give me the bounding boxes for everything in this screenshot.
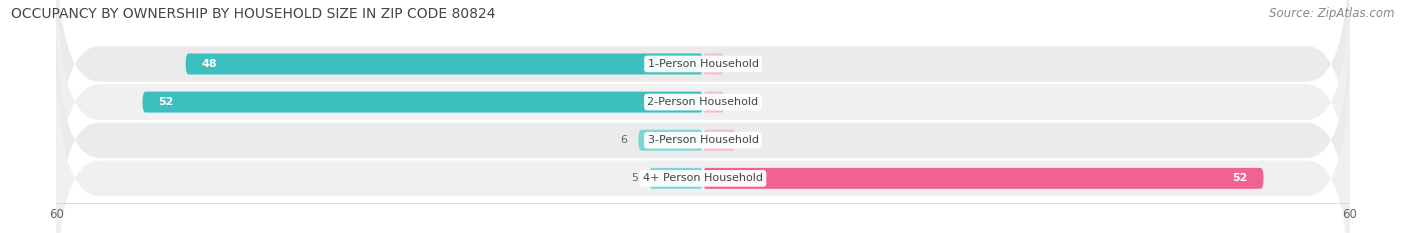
- Text: 52: 52: [159, 97, 174, 107]
- FancyBboxPatch shape: [186, 54, 703, 75]
- Text: 4+ Person Household: 4+ Person Household: [643, 173, 763, 183]
- Text: 5: 5: [631, 173, 638, 183]
- FancyBboxPatch shape: [650, 168, 703, 189]
- Text: 1-Person Household: 1-Person Household: [648, 59, 758, 69]
- FancyBboxPatch shape: [56, 44, 1350, 233]
- FancyBboxPatch shape: [56, 0, 1350, 233]
- FancyBboxPatch shape: [703, 92, 724, 113]
- Text: 2-Person Household: 2-Person Household: [647, 97, 759, 107]
- Text: OCCUPANCY BY OWNERSHIP BY HOUSEHOLD SIZE IN ZIP CODE 80824: OCCUPANCY BY OWNERSHIP BY HOUSEHOLD SIZE…: [11, 7, 496, 21]
- Text: 2: 2: [735, 59, 742, 69]
- Text: 52: 52: [1232, 173, 1247, 183]
- FancyBboxPatch shape: [638, 130, 703, 151]
- Text: Source: ZipAtlas.com: Source: ZipAtlas.com: [1270, 7, 1395, 20]
- Text: 6: 6: [620, 135, 627, 145]
- Text: 3-Person Household: 3-Person Household: [648, 135, 758, 145]
- Text: 3: 3: [747, 135, 754, 145]
- Text: 48: 48: [202, 59, 218, 69]
- FancyBboxPatch shape: [142, 92, 703, 113]
- FancyBboxPatch shape: [703, 168, 1264, 189]
- FancyBboxPatch shape: [703, 130, 735, 151]
- FancyBboxPatch shape: [56, 0, 1350, 199]
- Text: 2: 2: [735, 97, 742, 107]
- FancyBboxPatch shape: [56, 6, 1350, 233]
- FancyBboxPatch shape: [703, 54, 724, 75]
